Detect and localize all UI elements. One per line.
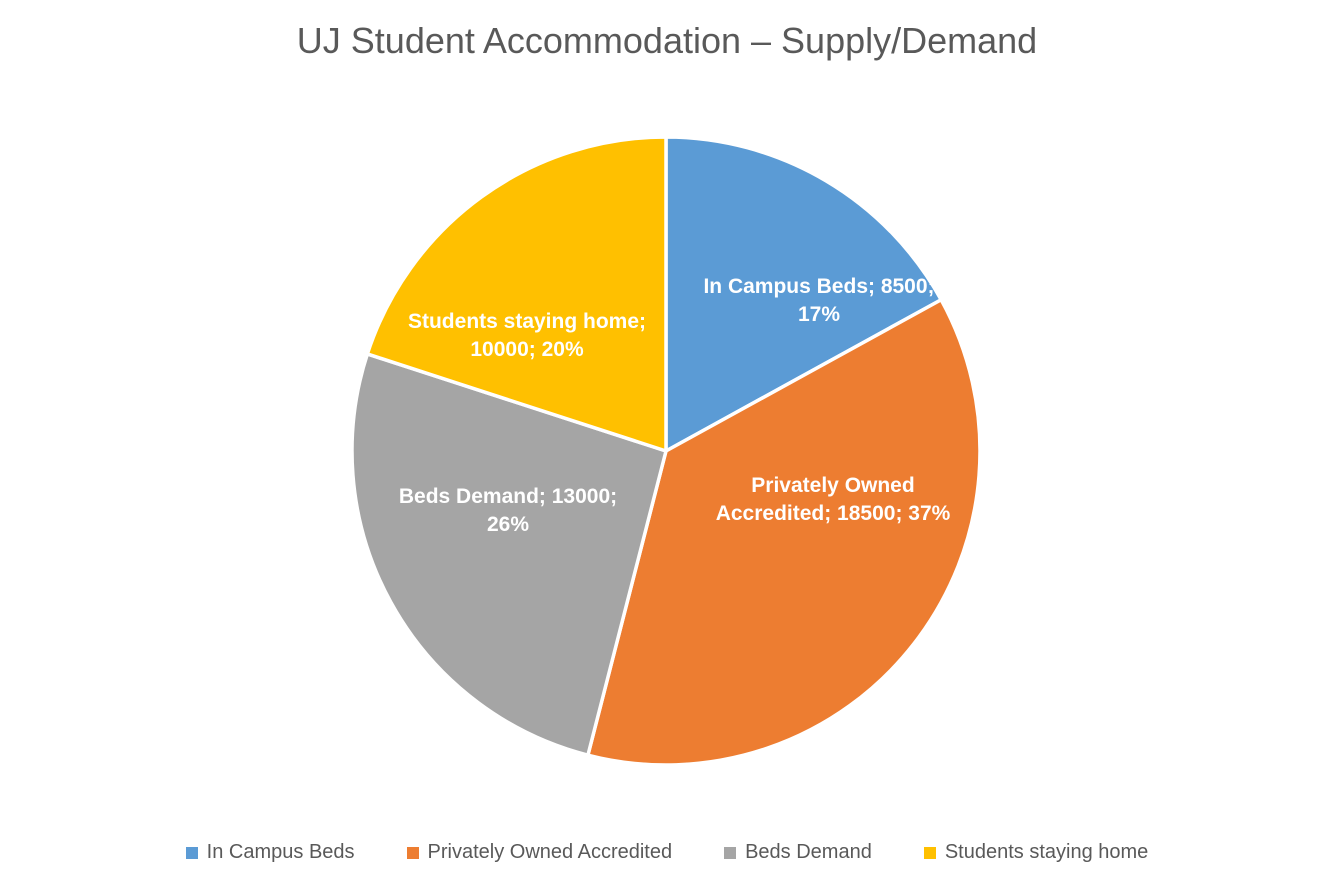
legend-item-students-staying-home[interactable]: Students staying home — [923, 841, 1149, 864]
legend-item-privately-owned-accredited[interactable]: Privately Owned Accredited — [406, 841, 673, 864]
legend-item-in-campus-beds[interactable]: In Campus Beds — [185, 841, 355, 864]
pie-slice-in-campus-beds[interactable] — [664, 135, 943, 453]
pie-slice-privately-owned-accredited[interactable] — [586, 297, 982, 767]
legend-label: Privately Owned Accredited — [427, 841, 673, 863]
legend-swatch-icon — [724, 846, 737, 859]
legend-label: In Campus Beds — [206, 841, 355, 863]
legend-label: Beds Demand — [745, 841, 872, 863]
legend-swatch-icon — [406, 846, 419, 859]
legend-swatch-icon — [923, 846, 936, 859]
pie-slice-beds-demand[interactable] — [350, 352, 668, 757]
legend-item-beds-demand[interactable]: Beds Demand — [724, 841, 872, 864]
pie-slice-students-staying-home[interactable] — [365, 135, 668, 453]
chart-title: UJ Student Accommodation – Supply/Demand — [296, 20, 1038, 61]
legend-swatch-icon — [185, 846, 198, 859]
legend-label: Students staying home — [944, 841, 1149, 863]
chart-legend: In Campus Beds Privately Owned Accredite… — [0, 841, 1334, 864]
